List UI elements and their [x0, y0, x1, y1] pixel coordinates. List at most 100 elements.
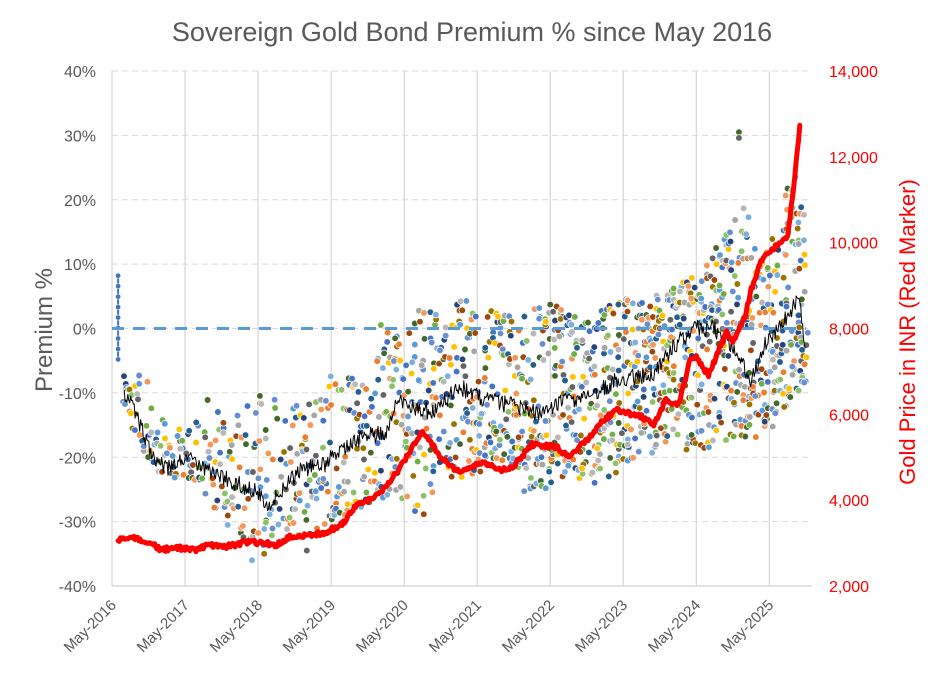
scatter-point — [620, 335, 628, 343]
gold-price-line — [115, 122, 803, 555]
scatter-point — [798, 346, 806, 354]
scatter-point — [578, 464, 586, 473]
scatter-point — [374, 376, 382, 384]
scatter-point — [377, 467, 385, 475]
scatter-point — [477, 410, 486, 418]
scatter-point — [590, 362, 599, 371]
scatter-point — [600, 406, 608, 414]
scatter-point — [312, 487, 320, 495]
scatter-point — [418, 361, 426, 369]
scatter-point — [557, 306, 565, 314]
scatter-point — [751, 245, 759, 253]
scatter-point — [472, 312, 480, 321]
scatter-point — [413, 501, 422, 509]
scatter-point — [712, 260, 721, 268]
scatter-point — [631, 338, 639, 347]
scatter-point — [507, 317, 516, 326]
scatter-point — [211, 436, 220, 445]
scatter-point — [785, 384, 793, 392]
scatter-point — [731, 216, 739, 224]
scatter-point — [800, 236, 808, 244]
scatter-point — [171, 473, 179, 482]
scatter-point — [761, 418, 769, 426]
scatter-point — [569, 373, 577, 381]
scatter-point — [514, 433, 523, 441]
scatter-point — [275, 505, 284, 513]
scatter-point — [461, 345, 469, 354]
y-tick-label-left: 10% — [64, 257, 96, 274]
scatter-point — [147, 428, 155, 436]
scatter-point — [769, 356, 777, 364]
y-tick-label-left: -20% — [59, 450, 96, 467]
scatter-point — [204, 448, 213, 456]
scatter-point — [228, 455, 236, 463]
scatter-point — [301, 433, 309, 441]
scatter-point — [573, 436, 581, 444]
scatter-point — [420, 309, 428, 317]
scatter-point — [788, 362, 796, 371]
scatter-point — [609, 309, 618, 318]
scatter-point — [481, 344, 489, 352]
scatter-point — [547, 478, 555, 486]
scatter-point — [432, 311, 440, 319]
scatter-point — [286, 444, 294, 452]
scatter-point — [729, 432, 738, 441]
scatter-point — [670, 362, 678, 370]
scatter-point — [404, 412, 412, 421]
scatter-point — [422, 424, 431, 433]
scatter-point — [249, 468, 257, 476]
scatter-point — [368, 403, 376, 411]
scatter-point — [456, 321, 464, 329]
scatter-point — [262, 426, 270, 434]
scatter-point — [554, 459, 562, 468]
scatter-point — [697, 294, 705, 303]
scatter-point — [800, 250, 809, 259]
scatter-point — [405, 329, 413, 337]
scatter-point — [243, 402, 252, 410]
scatter-point — [562, 421, 570, 430]
scatter-point — [451, 453, 460, 462]
scatter-point — [255, 437, 263, 445]
scatter-point — [198, 474, 206, 483]
scatter-point — [735, 366, 743, 374]
scatter-point — [362, 488, 371, 497]
scatter-point — [631, 434, 639, 443]
scatter-point — [724, 352, 732, 360]
scatter-point — [262, 434, 270, 443]
scatter-point — [771, 409, 779, 417]
scatter-point — [269, 455, 277, 464]
scatter-point — [396, 356, 404, 365]
scatter-point — [511, 354, 519, 362]
scatter-point — [256, 392, 264, 400]
scatter-point — [277, 455, 285, 464]
scatter-point — [663, 432, 671, 440]
scatter-point — [786, 393, 794, 401]
scatter-point — [529, 329, 538, 338]
scatter-point — [627, 425, 635, 434]
first-tranche-point — [115, 314, 121, 321]
scatter-point — [452, 367, 461, 376]
scatter-point — [399, 375, 407, 383]
scatter-point — [646, 432, 654, 441]
scatter-point — [432, 394, 440, 402]
scatter-point — [429, 467, 437, 475]
x-axis-ticks: May-2016 May-2017 May-2018 May-2019 May-2020… — [61, 597, 778, 656]
scatter-point — [147, 404, 155, 412]
scatter-point — [666, 387, 674, 395]
scatter-point — [648, 398, 657, 406]
scatter-point — [794, 386, 803, 395]
scatter-point — [176, 445, 184, 453]
scatter-point — [530, 396, 538, 404]
scatter-point — [782, 347, 791, 355]
scatter-point — [529, 361, 537, 369]
scatter-point — [447, 361, 455, 369]
scatter-point — [579, 373, 587, 381]
scatter-point — [575, 405, 583, 413]
scatter-point — [466, 436, 474, 444]
scatter-point — [615, 331, 623, 339]
scatter-point — [252, 409, 260, 417]
scatter-point — [524, 356, 532, 364]
scatter-point — [766, 368, 774, 376]
scatter-point — [471, 329, 479, 337]
scatter-point — [216, 460, 224, 468]
